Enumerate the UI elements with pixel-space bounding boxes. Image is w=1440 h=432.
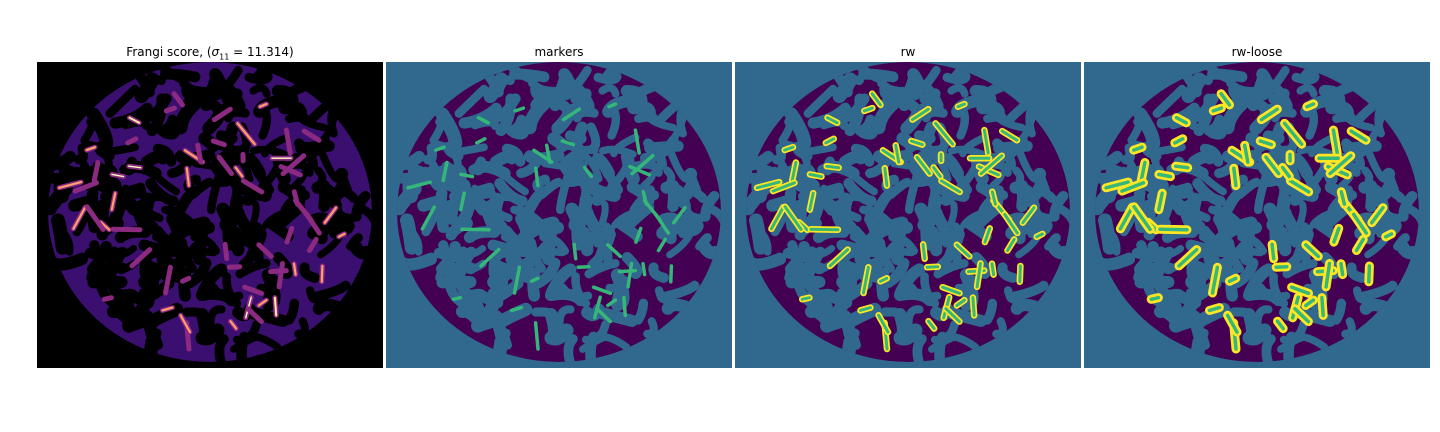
panel-rw-loose: rw-loose [1084,42,1430,368]
panel-title-rw: rw [900,45,916,59]
panel-markers: markers [386,42,732,368]
panel-rw: rw [735,42,1081,368]
rw-loose-image [1084,62,1430,368]
panel-title-rw-loose: rw-loose [1231,45,1283,59]
frangi-score-image [37,62,383,368]
panel-title-frangi: Frangi score, (σ11 = 11.314) [126,45,294,62]
markers-image [386,62,732,368]
panel-frangi-score: Frangi score, (σ11 = 11.314) [37,42,383,368]
rw-image [735,62,1081,368]
panel-title-markers: markers [534,45,584,59]
